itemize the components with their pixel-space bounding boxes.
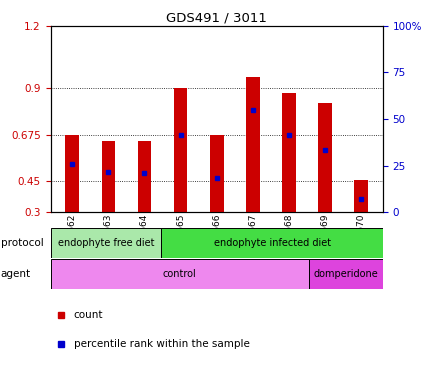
Text: agent: agent bbox=[1, 269, 31, 279]
Bar bbox=[210, 134, 224, 212]
Bar bbox=[161, 228, 383, 258]
Text: endophyte free diet: endophyte free diet bbox=[58, 238, 154, 248]
Bar bbox=[66, 134, 79, 212]
Text: count: count bbox=[74, 310, 103, 320]
Bar bbox=[51, 259, 309, 289]
Title: GDS491 / 3011: GDS491 / 3011 bbox=[166, 11, 267, 25]
Text: domperidone: domperidone bbox=[314, 269, 378, 279]
Bar bbox=[246, 78, 260, 212]
Bar bbox=[51, 228, 161, 258]
Bar bbox=[102, 141, 115, 212]
Text: control: control bbox=[163, 269, 197, 279]
Text: percentile rank within the sample: percentile rank within the sample bbox=[74, 339, 250, 349]
Text: endophyte infected diet: endophyte infected diet bbox=[213, 238, 330, 248]
Bar bbox=[282, 93, 296, 212]
Bar bbox=[309, 259, 383, 289]
Bar bbox=[138, 141, 151, 212]
Bar bbox=[174, 88, 187, 212]
Bar bbox=[354, 180, 368, 212]
Text: protocol: protocol bbox=[1, 238, 44, 248]
Bar bbox=[318, 103, 332, 212]
